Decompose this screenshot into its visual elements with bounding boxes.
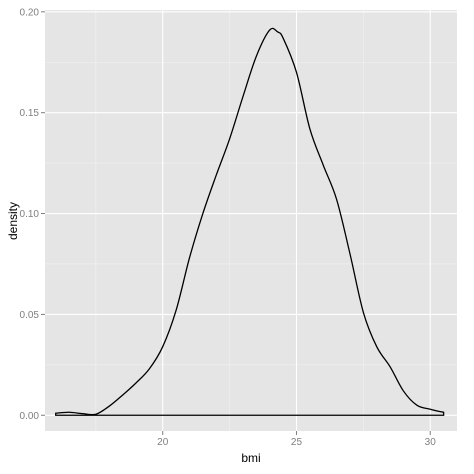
minor-gridlines: [45, 10, 457, 431]
y-tick-label: 0.15: [20, 108, 40, 119]
density-curve: [55, 27, 445, 416]
x-tick-label: 30: [425, 437, 437, 448]
y-tick-label: 0.20: [20, 7, 40, 18]
y-axis-title: density: [6, 202, 20, 240]
x-tick-label: 20: [157, 437, 169, 448]
x-axis-ticks: 20 25 30: [157, 431, 436, 448]
y-tick-label: 0.05: [20, 310, 40, 321]
y-tick-label: 0.00: [20, 411, 40, 422]
x-axis-title: bmi: [241, 451, 260, 465]
plot-panel: [45, 10, 457, 431]
x-tick-label: 25: [291, 437, 303, 448]
y-tick-label: 0.10: [20, 209, 40, 220]
y-axis-ticks: 0.00 0.05 0.10 0.15 0.20: [20, 7, 45, 422]
